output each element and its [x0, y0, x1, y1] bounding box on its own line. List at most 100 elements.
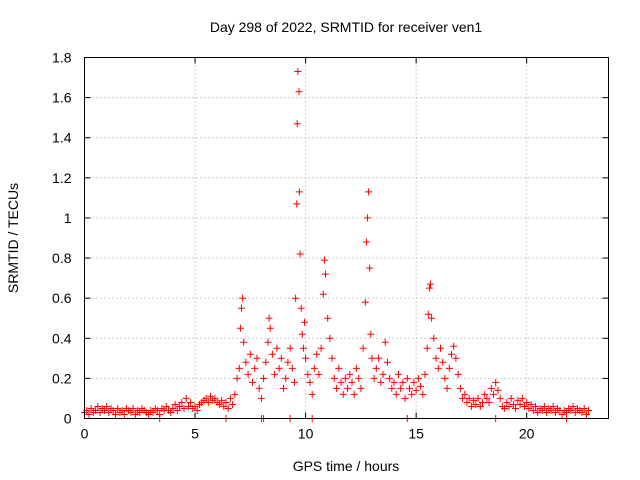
data-point: [129, 405, 137, 412]
data-point: [395, 370, 402, 378]
y-tick-label: 0.2: [52, 370, 72, 386]
data-point: [242, 358, 250, 366]
data-point: [231, 390, 239, 398]
y-tick-label: 0.6: [52, 290, 72, 306]
data-point: [262, 358, 270, 366]
data-point: [249, 378, 256, 386]
data-point: [235, 364, 243, 372]
data-point: [335, 364, 343, 372]
data-point: [240, 338, 248, 346]
data-point: [514, 396, 522, 404]
y-axis-label: SRMTID / TECUs: [5, 183, 21, 293]
grid-lines: [84, 57, 609, 419]
data-point: [173, 407, 181, 414]
data-point: [346, 370, 354, 378]
data-point: [479, 399, 486, 406]
data-point: [424, 310, 432, 318]
data-point: [461, 390, 469, 398]
data-point: [328, 354, 336, 362]
data-point: [463, 399, 471, 406]
data-point: [476, 403, 484, 410]
data-point: [220, 403, 228, 410]
x-axis-label: GPS time / hours: [293, 458, 400, 474]
data-point: [538, 407, 546, 414]
data-point: [169, 405, 177, 412]
data-point: [317, 344, 325, 352]
data-point: [375, 354, 383, 362]
data-point: [534, 409, 542, 416]
plot-frame: [84, 57, 609, 419]
data-point: [324, 314, 332, 322]
data-point: [238, 304, 245, 312]
data-point: [425, 284, 433, 292]
data-point: [120, 411, 128, 418]
data-point: [193, 407, 201, 414]
data-point: [437, 344, 444, 352]
data-point: [567, 407, 575, 414]
data-point: [96, 409, 104, 416]
data-point: [341, 374, 349, 382]
data-point: [580, 405, 588, 412]
data-point: [439, 358, 447, 366]
data-point: [408, 390, 416, 398]
data-point: [582, 411, 590, 418]
data-point: [339, 390, 347, 398]
data-point: [470, 396, 478, 404]
data-point: [540, 403, 548, 410]
x-tick-label: 10: [298, 426, 314, 442]
data-point: [492, 378, 500, 386]
data-point: [494, 386, 502, 394]
data-point: [226, 394, 234, 402]
data-point: [167, 409, 175, 416]
data-point: [571, 409, 579, 416]
data-point: [359, 344, 367, 352]
data-point: [379, 370, 387, 378]
data-point: [428, 314, 436, 322]
data-point: [127, 409, 135, 416]
data-point: [549, 403, 557, 410]
data-point: [293, 120, 301, 128]
data-point: [233, 374, 241, 382]
data-point: [218, 396, 226, 404]
data-point: [465, 394, 473, 402]
data-point: [268, 350, 276, 358]
data-point: [399, 378, 407, 386]
data-point: [264, 338, 272, 346]
data-point: [487, 384, 495, 392]
data-point: [211, 394, 219, 402]
data-point: [277, 354, 285, 362]
data-point: [490, 390, 497, 398]
data-point: [427, 280, 434, 288]
data-point: [551, 409, 559, 416]
data-point: [406, 384, 413, 392]
data-point: [282, 374, 290, 382]
data-point: [180, 405, 188, 412]
data-point: [501, 405, 509, 412]
data-point: [145, 411, 153, 418]
data-point: [202, 394, 210, 402]
data-point: [333, 384, 341, 392]
y-tick-label: 1.2: [52, 170, 72, 186]
data-point: [292, 294, 300, 302]
data-point: [207, 392, 214, 400]
data-point: [296, 250, 304, 258]
data-point: [344, 384, 352, 392]
data-point: [315, 370, 323, 378]
data-point: [224, 405, 232, 412]
data-point: [474, 394, 482, 402]
data-point: [244, 370, 252, 378]
y-tick-label: 1.4: [52, 130, 72, 146]
data-point: [295, 88, 303, 96]
data-point: [253, 354, 261, 362]
x-tick-label: 5: [191, 426, 199, 442]
data-point: [547, 407, 555, 414]
data-point: [452, 354, 460, 362]
data-point: [118, 407, 126, 414]
data-point: [288, 364, 296, 372]
data-point: [481, 390, 489, 398]
data-point: [273, 344, 281, 352]
data-point: [558, 411, 566, 418]
data-point: [182, 394, 190, 402]
data-point: [293, 200, 301, 208]
data-point: [423, 344, 431, 352]
